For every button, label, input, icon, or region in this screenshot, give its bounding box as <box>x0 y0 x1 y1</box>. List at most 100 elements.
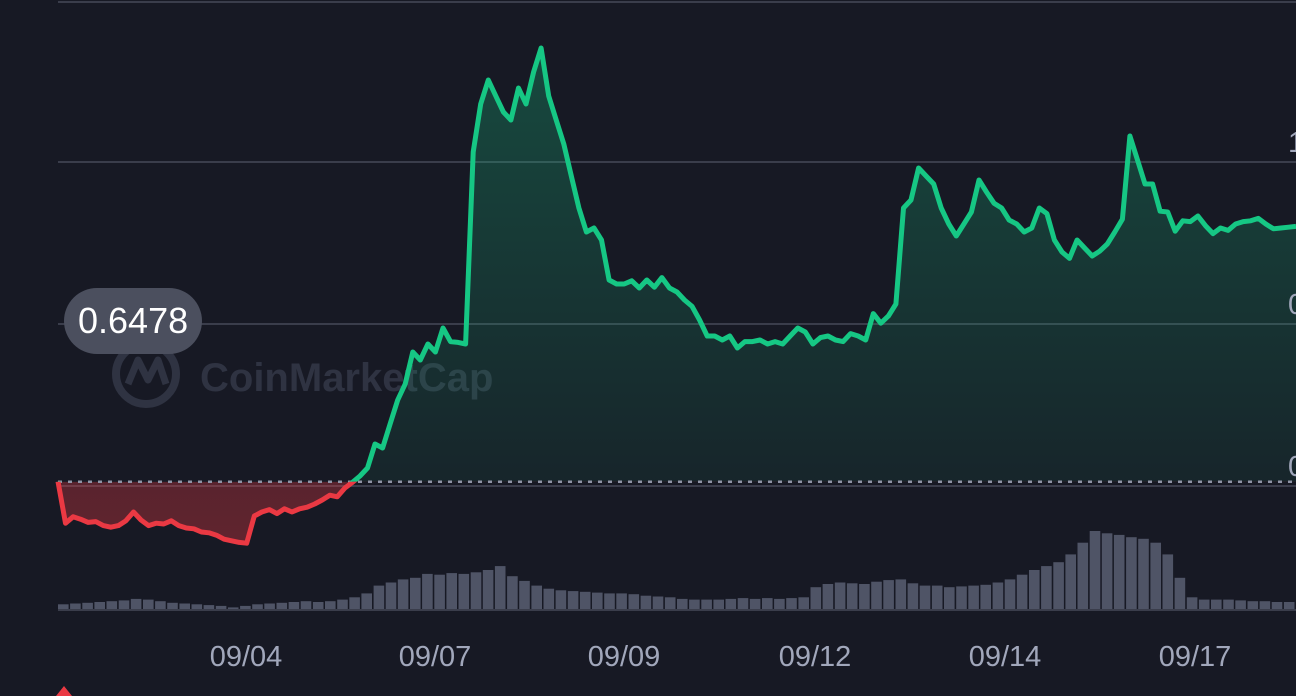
volume-bar <box>434 574 445 609</box>
volume-bar <box>1004 579 1016 609</box>
area-fill-below <box>58 481 1296 544</box>
volume-bar <box>106 601 118 609</box>
volume-bar <box>1089 531 1101 609</box>
volume-bar <box>567 591 579 609</box>
volume-bar <box>689 599 700 609</box>
volume-bar <box>82 602 93 609</box>
volume-bar <box>1150 542 1161 609</box>
volume-bar <box>70 603 81 609</box>
volume-bar <box>762 598 773 609</box>
volume-bar <box>1113 534 1125 609</box>
volume-bar <box>725 598 737 609</box>
volume-bar <box>810 587 822 609</box>
volume-bar <box>155 601 166 609</box>
volume-bar <box>373 585 385 609</box>
volume-bar <box>1247 601 1259 609</box>
volume-bar <box>1101 533 1113 609</box>
volume-bar <box>494 566 506 609</box>
volume-bar <box>592 592 603 609</box>
volume-bar <box>616 593 627 609</box>
volume-bar <box>1174 577 1186 609</box>
reference-price-badge: 0.6478 <box>64 288 203 354</box>
area-fill-above <box>58 48 1296 482</box>
volume-bar <box>1016 574 1028 609</box>
volume-bar <box>834 582 846 609</box>
volume-bar <box>737 598 749 609</box>
volume-bar <box>628 594 640 609</box>
volume-bar <box>822 584 834 609</box>
volume-bar <box>385 582 397 609</box>
volume-bar <box>1283 602 1295 609</box>
volume-bar <box>507 576 518 609</box>
volume-bar <box>519 580 530 609</box>
y-tick-label: 1 <box>1288 127 1296 159</box>
volume-bar <box>774 598 785 609</box>
volume-bar <box>871 581 882 609</box>
y-tick-label: 0 <box>1288 289 1296 321</box>
x-tick-label: 09/12 <box>779 641 852 673</box>
volume-bar <box>531 585 542 609</box>
volume-bar <box>1235 600 1246 609</box>
volume-bar <box>931 585 943 609</box>
volume-bar <box>968 585 979 609</box>
volume-bar <box>1065 554 1076 609</box>
x-axis: 09/04 09/07 09/09 09/12 09/14 09/17 <box>210 641 1232 673</box>
volume-bar <box>130 598 142 609</box>
volume-bar <box>422 573 433 609</box>
volume-bar <box>1223 599 1234 609</box>
price-line-below <box>55 481 358 546</box>
volume-bar <box>1138 538 1149 609</box>
volume-bar <box>264 603 275 609</box>
volume-bar <box>349 597 360 609</box>
volume-bar <box>895 579 907 609</box>
volume-bar <box>397 579 409 609</box>
x-tick-label: 09/14 <box>969 641 1042 673</box>
volume-bar <box>191 604 203 609</box>
volume-bar <box>1053 562 1064 609</box>
volume-bar <box>288 602 300 609</box>
y-tick-label: 0 <box>1288 451 1296 483</box>
volume-bar <box>919 585 931 609</box>
volume-bar <box>1271 602 1283 609</box>
volume-bar <box>458 573 470 609</box>
volume-bar <box>470 572 482 609</box>
volume-bar <box>1211 599 1222 609</box>
volume-bar <box>992 582 1004 609</box>
volume-bar <box>1029 570 1040 609</box>
volume-bar <box>1198 599 1210 609</box>
volume-bar <box>749 598 761 609</box>
volume-bar <box>361 593 372 609</box>
price-line-above <box>57 45 1296 482</box>
corner-arrow-icon <box>56 686 72 696</box>
volume-bar <box>337 599 348 609</box>
volume-bar <box>143 599 154 609</box>
volume-bar <box>482 570 494 609</box>
volume-bar <box>944 587 955 609</box>
volume-bar <box>859 584 870 609</box>
volume-bar <box>58 604 69 609</box>
volume-bar <box>227 607 239 609</box>
volume-bar <box>907 583 919 609</box>
volume-bar <box>1077 542 1089 609</box>
volume-bar <box>701 599 712 609</box>
volume-bar <box>956 586 967 609</box>
volume-bar <box>118 600 130 609</box>
volume-bar <box>300 601 312 609</box>
x-tick-label: 09/09 <box>588 641 661 673</box>
volume-bar <box>555 590 567 609</box>
volume-bar <box>543 588 555 609</box>
volume-bar <box>1186 597 1198 609</box>
volume-bar <box>604 593 615 609</box>
volume-bar <box>215 605 227 609</box>
volume-bar <box>846 583 858 609</box>
volume-bar <box>640 595 652 609</box>
x-tick-label: 09/04 <box>210 641 283 673</box>
y-axis: 1 0 0 <box>1288 127 1296 483</box>
volume-bar <box>179 603 190 609</box>
volume-bar <box>664 597 676 609</box>
volume-bar <box>786 598 797 609</box>
volume-bar <box>980 584 991 609</box>
volume-bar <box>713 599 724 609</box>
volume-bar <box>276 602 288 609</box>
